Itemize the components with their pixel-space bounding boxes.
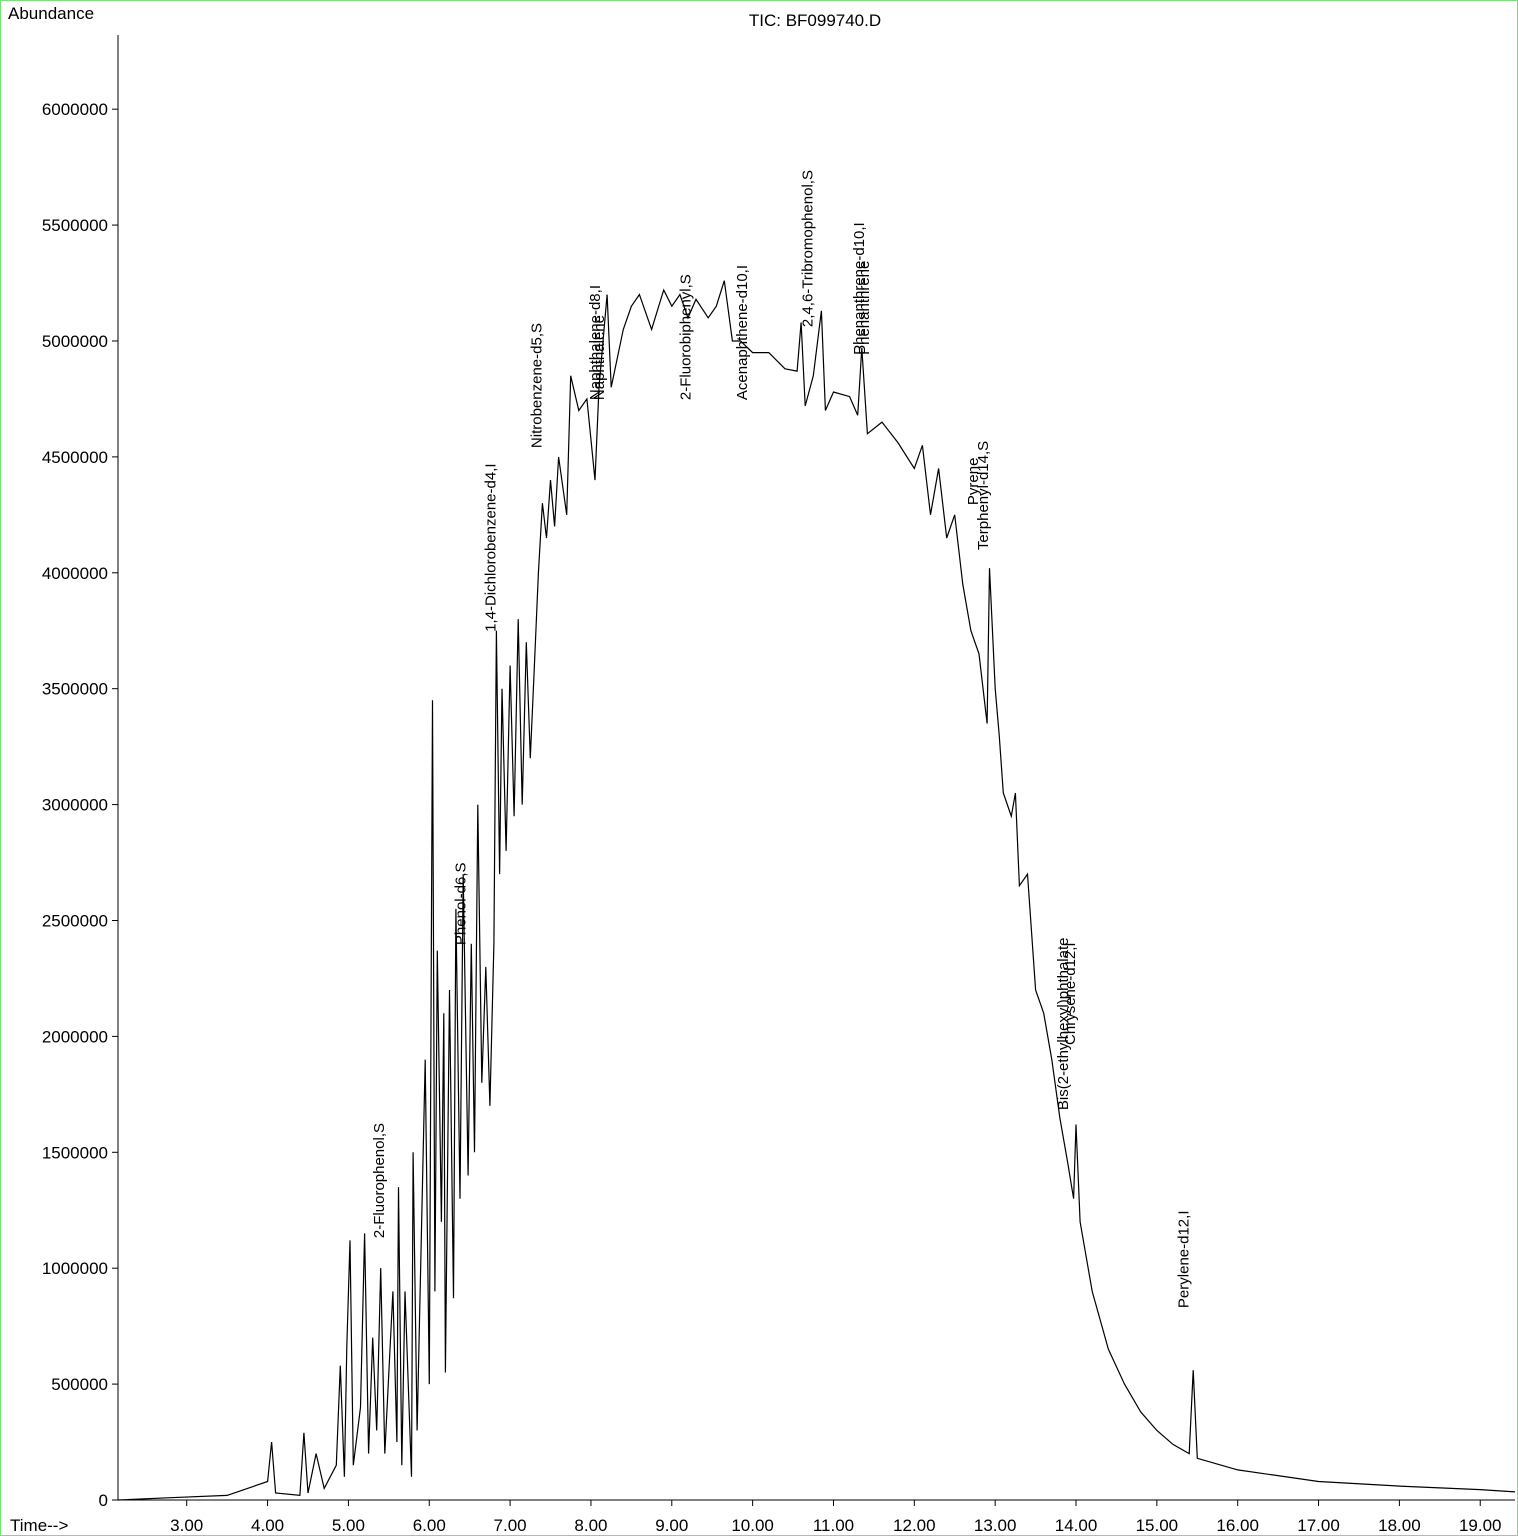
y-tick-label: 2000000 [42,1027,108,1046]
y-tick-label: 6000000 [42,100,108,119]
x-axis-label: Time--> [10,1516,68,1535]
x-tick-label: 9.00 [655,1516,688,1535]
x-tick-label: 4.00 [251,1516,284,1535]
y-tick-label: 3000000 [42,796,108,815]
x-tick-label: 18.00 [1378,1516,1421,1535]
peak-label: Acenaphthene-d10,I [734,265,751,400]
y-tick-label: 3500000 [42,680,108,699]
y-tick-label: 1000000 [42,1259,108,1278]
x-tick-label: 13.00 [974,1516,1017,1535]
y-tick-label: 2500000 [42,911,108,930]
peak-label: Terphenyl-d14,S [975,441,992,550]
chart-title: TIC: BF099740.D [749,11,881,30]
peak-label: Naphthalene [591,315,608,400]
x-tick-label: 8.00 [574,1516,607,1535]
x-tick-label: 15.00 [1136,1516,1179,1535]
x-tick-label: 11.00 [813,1516,854,1535]
peak-label: 2,4,6-Tribromophenol,S [799,170,816,327]
peak-label: 1,4-Dichlorobenzene-d4,I [483,463,500,631]
peak-label: Pyrene [965,458,982,506]
y-tick-label: 5000000 [42,332,108,351]
x-tick-label: 17.00 [1297,1516,1340,1535]
x-tick-label: 12.00 [893,1516,936,1535]
x-tick-label: 6.00 [413,1516,446,1535]
trace [117,280,1516,1501]
y-axis-label: Abundance [8,4,94,23]
y-tick-label: 4500000 [42,448,108,467]
peak-label: Phenol-d6,S [453,862,470,945]
y-tick-label: 500000 [51,1375,108,1394]
y-tick-label: 4000000 [42,564,108,583]
x-tick-label: 14.00 [1055,1516,1098,1535]
peak-label: Perylene-d12,I [1175,1211,1192,1309]
x-tick-label: 16.00 [1216,1516,1259,1535]
y-tick-label: 1500000 [42,1143,108,1162]
peak-label: Chrysene-d12,I [1062,942,1079,1045]
x-tick-label: 7.00 [494,1516,527,1535]
peak-label: 2-Fluorophenol,S [371,1123,388,1238]
y-tick-label: 5500000 [42,216,108,235]
x-tick-label: 10.00 [731,1516,774,1535]
peak-label: Bis(2-ethylhexyl)phthalate [1055,938,1072,1111]
x-tick-label: 3.00 [170,1516,203,1535]
y-tick-label: 0 [99,1491,108,1510]
peak-label: Phenanthrene [856,261,873,355]
peak-label: Phenanthrene-d10,I [851,222,868,355]
x-tick-label: 5.00 [332,1516,365,1535]
peak-label: 2-Fluorobiphenyl,S [677,274,694,400]
peak-label: Naphthalene-d8,I [587,285,604,400]
x-tick-label: 19.00 [1459,1516,1502,1535]
peak-label: Nitrobenzene-d5,S [529,323,546,448]
